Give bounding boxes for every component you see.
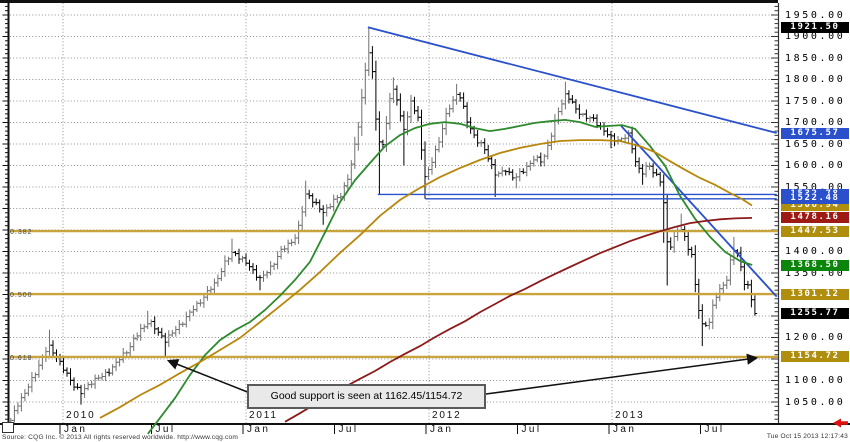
ma-fast-green-line <box>147 118 753 435</box>
axis-rulers <box>0 3 850 434</box>
trendlines <box>367 26 778 298</box>
legend-checkbox[interactable] <box>2 422 14 433</box>
fib-retracement-lines <box>10 229 778 359</box>
chart-timestamp: Tue Oct 15 2013 12:17:43 <box>766 433 848 440</box>
support-lines <box>377 193 777 200</box>
gridlines <box>10 3 778 424</box>
source-credit: Source: CQG Inc. © 2013 All rights reser… <box>2 434 239 441</box>
support-annotation: Good support is seen at 1162.45/1154.72 <box>247 384 486 409</box>
ma-slow-orange-line <box>99 139 753 419</box>
ma-long-maroon-line <box>284 217 753 423</box>
price-bars <box>8 27 758 423</box>
red-arrow-marker <box>833 418 848 428</box>
chart-top-border <box>0 0 778 3</box>
annotation-arrows <box>166 353 759 395</box>
